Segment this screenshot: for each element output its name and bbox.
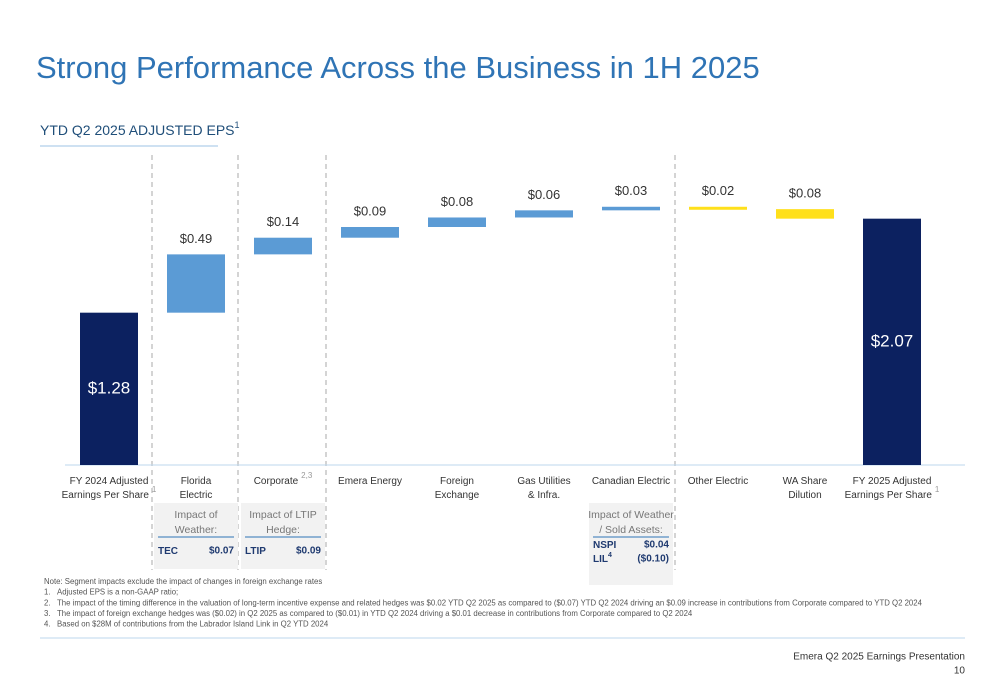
bar bbox=[428, 217, 486, 227]
bar bbox=[602, 206, 660, 211]
category-text: Exchange bbox=[435, 490, 480, 501]
impact-row-text: LTIP bbox=[245, 546, 266, 557]
category-text: Foreign bbox=[440, 476, 474, 487]
category-text: Emera Energy bbox=[338, 476, 402, 487]
footnote-ref: 4 bbox=[608, 552, 612, 559]
impact-title: Impact of Weather bbox=[588, 509, 674, 521]
bar bbox=[80, 312, 138, 465]
category-label: Corporate2,3 bbox=[254, 471, 313, 487]
category-label: Exchange bbox=[435, 490, 480, 501]
bar bbox=[776, 209, 834, 219]
impact-title: Hedge: bbox=[266, 524, 300, 536]
category-label: Earnings Per Share1 bbox=[62, 485, 157, 501]
separators bbox=[151, 155, 676, 570]
impact-row-value: $0.04 bbox=[644, 540, 669, 551]
category-label: & Infra. bbox=[528, 490, 560, 501]
category-label: Gas Utilities bbox=[517, 476, 570, 487]
impact-row-label: NSPI bbox=[593, 540, 617, 551]
impact-row-text: TEC bbox=[158, 546, 178, 557]
value-label: $0.14 bbox=[267, 214, 300, 229]
subtitle-text: YTD Q2 2025 ADJUSTED EPS bbox=[40, 122, 235, 138]
footnote: 1. Adjusted EPS is a non-GAAP ratio; bbox=[44, 588, 178, 597]
impact-row-label: LIL4 bbox=[593, 552, 612, 565]
value-label: $0.49 bbox=[180, 231, 213, 246]
value-label: $0.09 bbox=[354, 203, 387, 218]
category-text: Canadian Electric bbox=[592, 476, 670, 487]
impact-title: Weather: bbox=[175, 524, 217, 536]
category-text: WA Share bbox=[783, 476, 828, 487]
category-text: Electric bbox=[180, 490, 213, 501]
category-label: Electric bbox=[180, 490, 213, 501]
category-text: Florida bbox=[181, 476, 212, 487]
impact-row-text: LIL bbox=[593, 554, 608, 565]
impact-title: Impact of LTIP bbox=[249, 509, 317, 521]
footnote: 2. The impact of the timing difference i… bbox=[44, 598, 923, 607]
footnote-ref: 1 bbox=[935, 485, 940, 494]
footnote-ref: 1 bbox=[152, 485, 157, 494]
category-label: Florida bbox=[181, 476, 212, 487]
impact-row-text: NSPI bbox=[593, 540, 617, 551]
category-label: WA Share bbox=[783, 476, 828, 487]
impact-title: / Sold Assets: bbox=[599, 524, 663, 536]
impact-box bbox=[241, 503, 325, 569]
page-number: 10 bbox=[954, 666, 966, 677]
footnote-ref: 1 bbox=[235, 120, 240, 130]
category-label: Earnings Per Share1 bbox=[845, 485, 940, 501]
category-text: Dilution bbox=[788, 490, 821, 501]
value-label: $0.08 bbox=[789, 186, 822, 201]
chart-subtitle: YTD Q2 2025 ADJUSTED EPS1 bbox=[40, 120, 240, 137]
category-text: FY 2024 Adjusted bbox=[70, 476, 149, 487]
footnote: Note: Segment impacts exclude the impact… bbox=[44, 577, 322, 586]
category-label: Foreign bbox=[440, 476, 474, 487]
impact-row-label: TEC bbox=[158, 546, 178, 557]
category-label: Canadian Electric bbox=[592, 476, 670, 487]
bar bbox=[341, 227, 399, 238]
bar bbox=[689, 206, 747, 210]
category-label: FY 2025 Adjusted bbox=[853, 476, 932, 487]
category-text: Other Electric bbox=[688, 476, 749, 487]
impact-title: Impact of bbox=[174, 509, 217, 521]
value-label: $1.28 bbox=[88, 378, 131, 397]
category-text: FY 2025 Adjusted bbox=[853, 476, 932, 487]
category-label: Dilution bbox=[788, 490, 821, 501]
footer-text: Emera Q2 2025 Earnings Presentation bbox=[793, 652, 965, 663]
footnote: 3. The impact of foreign exchange hedges… bbox=[44, 609, 693, 618]
value-label: $0.08 bbox=[441, 194, 474, 209]
bar bbox=[167, 254, 225, 313]
value-label: $2.07 bbox=[871, 331, 914, 350]
impact-box bbox=[589, 503, 673, 585]
impact-row-value: $0.07 bbox=[209, 546, 234, 557]
impact-row-value: ($0.10) bbox=[637, 554, 669, 565]
category-text: Earnings Per Share bbox=[845, 490, 933, 501]
category-text: & Infra. bbox=[528, 490, 560, 501]
footnote-ref: 2,3 bbox=[301, 471, 313, 480]
category-label: FY 2024 Adjusted bbox=[70, 476, 149, 487]
category-text: Earnings Per Share bbox=[62, 490, 150, 501]
value-label: $0.06 bbox=[528, 187, 561, 202]
impact-row-value: $0.09 bbox=[296, 546, 321, 557]
category-text: Corporate bbox=[254, 476, 299, 487]
bar bbox=[863, 218, 921, 465]
bar bbox=[254, 237, 312, 255]
bar bbox=[515, 210, 573, 218]
value-label: $0.03 bbox=[615, 183, 648, 198]
impact-row-label: LTIP bbox=[245, 546, 266, 557]
footnote: 4. Based on $28M of contributions from t… bbox=[44, 619, 329, 628]
category-label: Emera Energy bbox=[338, 476, 402, 487]
category-text: Gas Utilities bbox=[517, 476, 570, 487]
category-label: Other Electric bbox=[688, 476, 749, 487]
slide-title: Strong Performance Across the Business i… bbox=[36, 50, 760, 85]
value-label: $0.02 bbox=[702, 183, 735, 198]
impact-box bbox=[154, 503, 238, 569]
